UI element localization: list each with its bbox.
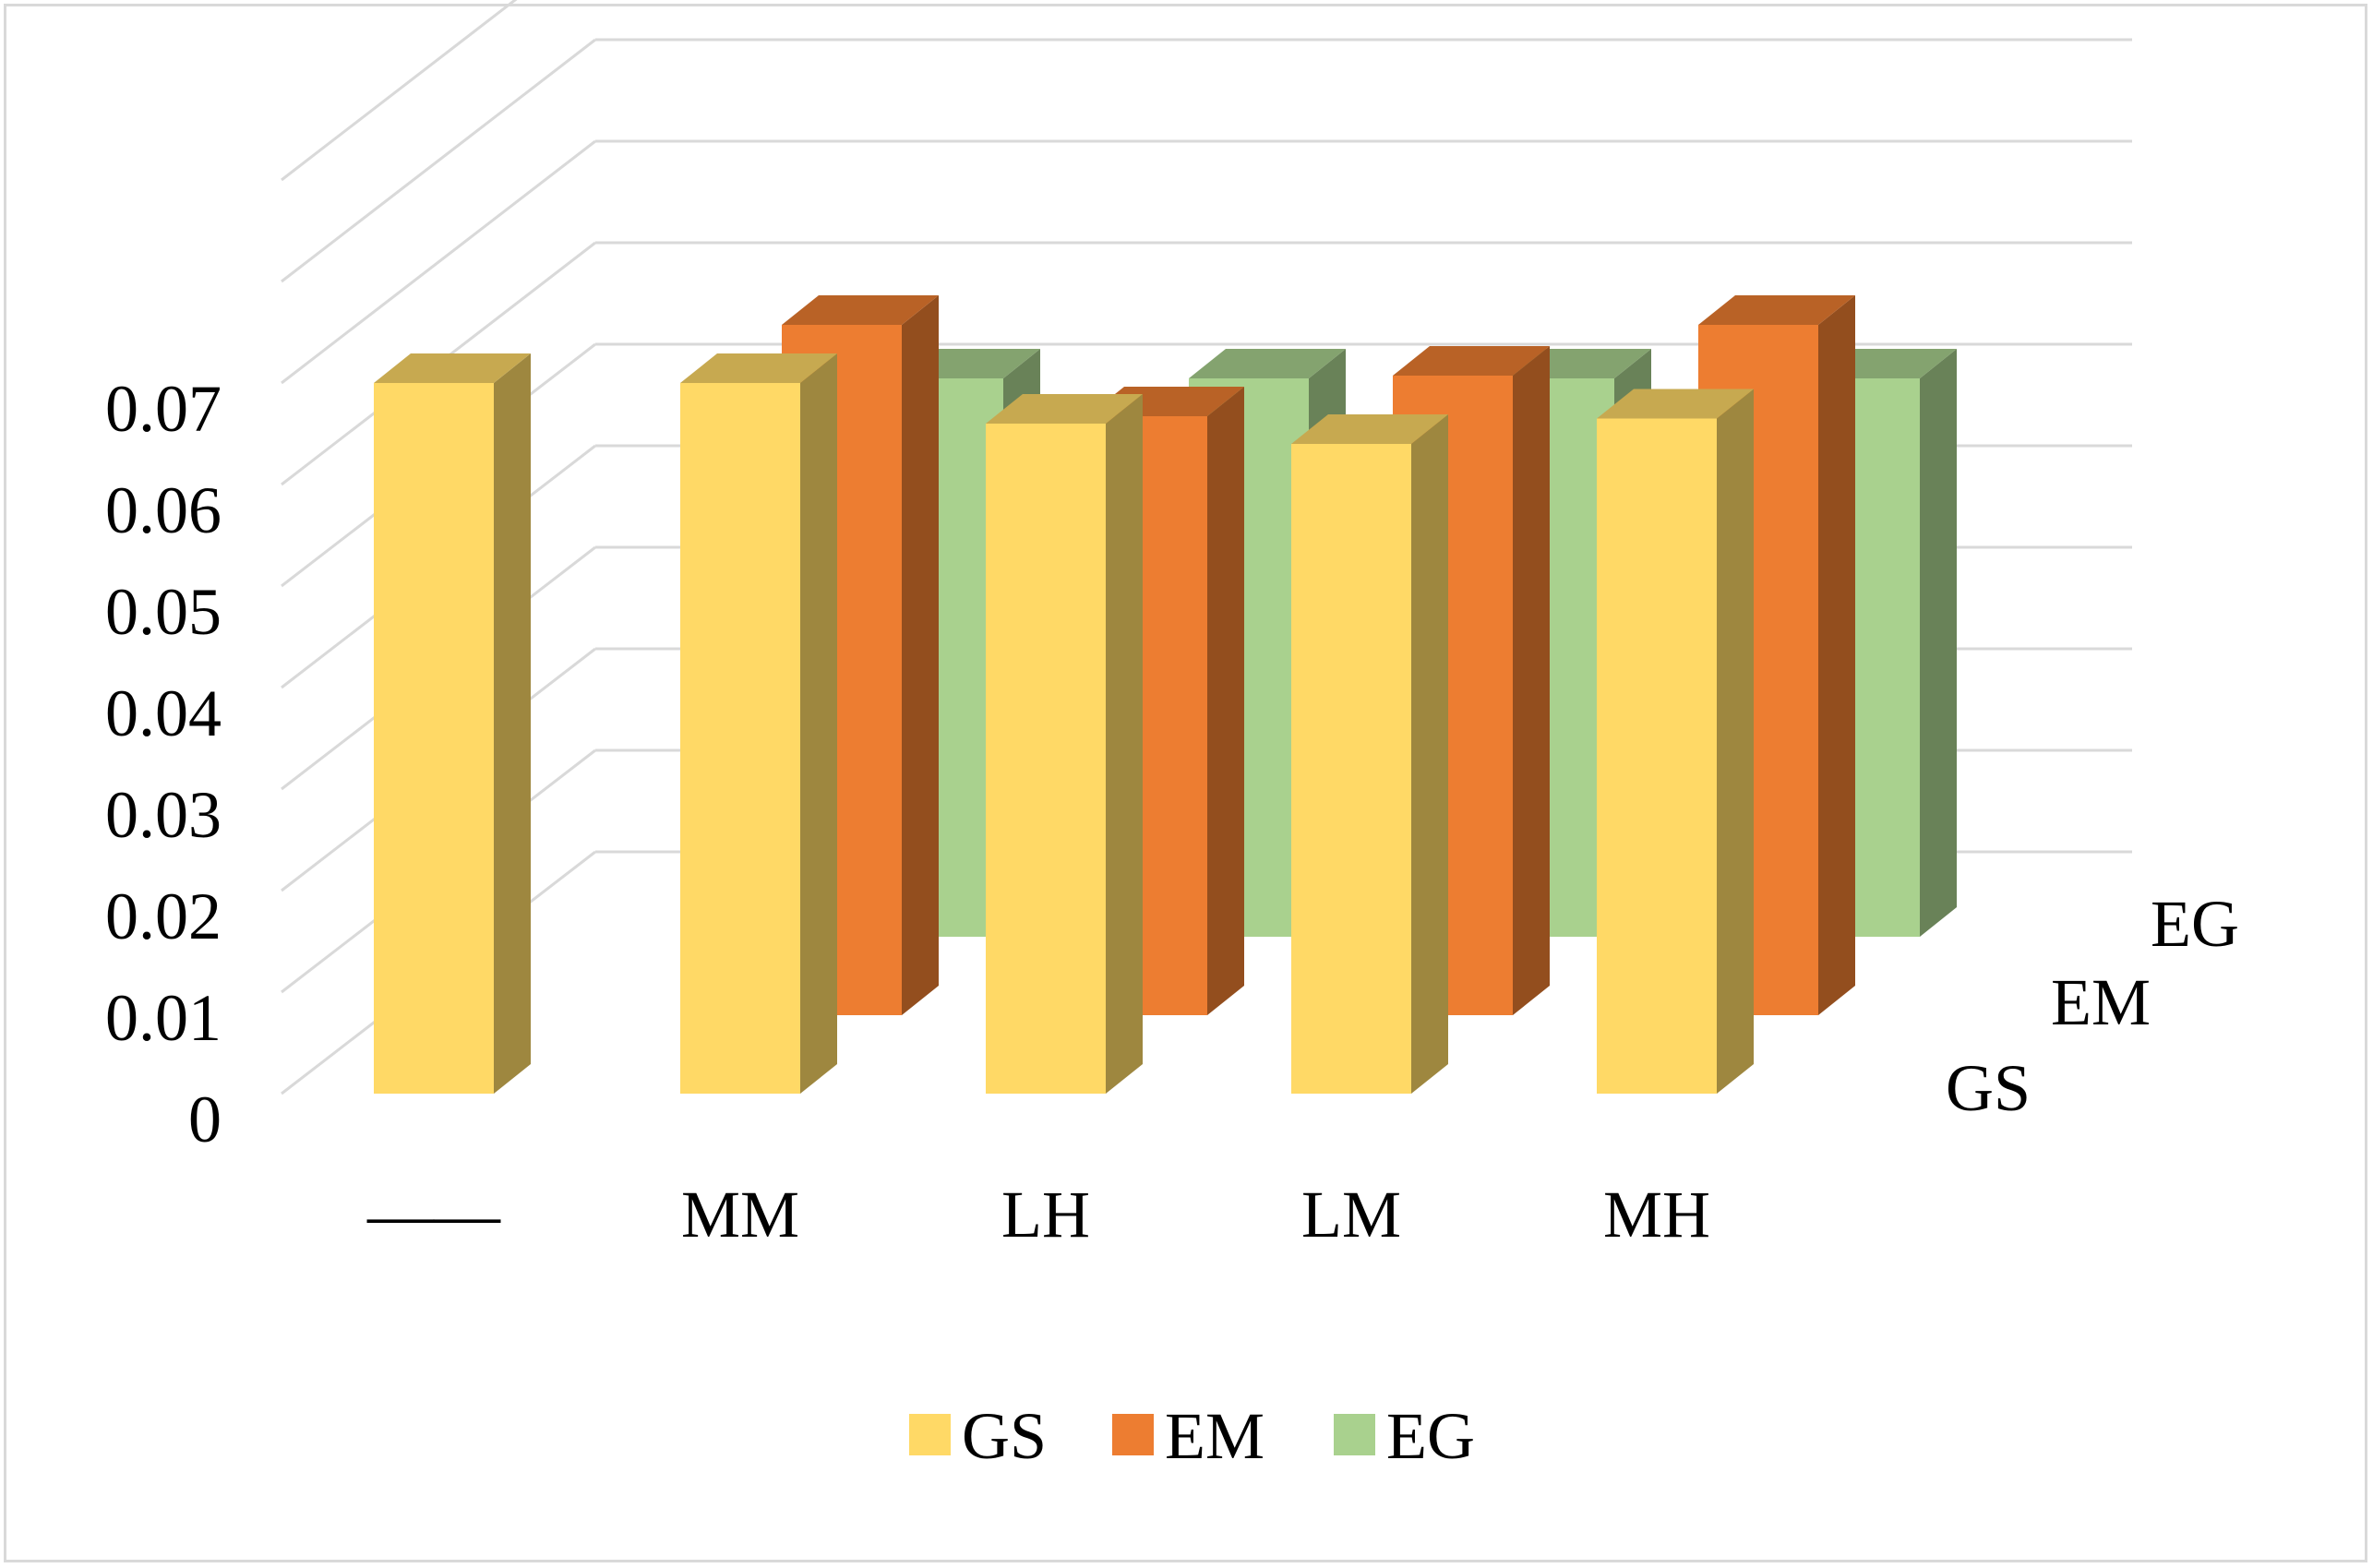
legend-label-gs: GS (962, 1399, 1047, 1473)
bar-side (1106, 394, 1143, 1094)
category-label: MH (1603, 1178, 1710, 1251)
bar-front (680, 383, 800, 1094)
gridline-diagonal (281, 0, 518, 182)
bar-gs-4 (1597, 389, 1754, 1094)
gridline-diagonal (281, 38, 596, 283)
bar-side (1920, 349, 1957, 937)
depth-label-em: EM (2051, 965, 2151, 1039)
bar-top (680, 353, 837, 383)
bar-top (1597, 389, 1754, 419)
bar-top (374, 353, 531, 383)
bar-gs-3 (1291, 414, 1448, 1094)
bar-gs-1 (680, 353, 837, 1094)
legend-swatch-eg (1334, 1414, 1375, 1455)
category-label: MM (681, 1178, 799, 1251)
bar-side (1207, 387, 1244, 1015)
y-tick-label: 0.03 (105, 778, 222, 852)
bar-side (1411, 414, 1448, 1094)
y-tick-label: 0 (188, 1083, 222, 1156)
category-label: LM (1301, 1178, 1401, 1251)
depth-label-eg: EG (2151, 887, 2239, 961)
y-tick-label: 0.01 (105, 981, 222, 1055)
legend: GS EM EG (909, 1399, 1475, 1473)
bar-top (1291, 414, 1448, 444)
bar-front (1597, 418, 1717, 1094)
x-axis-categories: —— MM LH LM MH (366, 1178, 1710, 1251)
bar-front (374, 383, 494, 1094)
depth-label-gs: GS (1946, 1051, 2031, 1125)
bars (374, 295, 1957, 1094)
legend-swatch-gs (909, 1414, 951, 1455)
legend-label-em: EM (1165, 1399, 1264, 1473)
bar-top (1698, 295, 1855, 325)
y-tick-label: 0.04 (105, 676, 222, 750)
bar-front (1291, 444, 1411, 1094)
category-label: —— (366, 1178, 501, 1251)
y-tick-label: 0.06 (105, 473, 222, 547)
gridline-diagonal (281, 139, 596, 385)
bar-top (1393, 346, 1550, 376)
bar-side (1818, 295, 1855, 1015)
y-tick-label: 0.07 (105, 372, 222, 446)
y-axis-ticks: 0 0.01 0.02 0.03 0.04 0.05 0.06 0.07 (105, 372, 222, 1156)
legend-swatch-em (1112, 1414, 1154, 1455)
bar-side (494, 353, 531, 1094)
category-label: LH (1001, 1178, 1090, 1251)
bar-side (1717, 389, 1754, 1094)
legend-label-eg: EG (1386, 1399, 1475, 1473)
bar-side (1513, 346, 1550, 1015)
bar-top (782, 295, 939, 325)
depth-axis-labels: GS EM EG (1946, 887, 2239, 1125)
bar-gs-0 (374, 353, 531, 1094)
bar-gs-2 (986, 394, 1143, 1094)
bar-top (1189, 349, 1346, 378)
bar-front (986, 424, 1106, 1094)
y-tick-label: 0.02 (105, 880, 222, 953)
y-tick-label: 0.05 (105, 575, 222, 649)
bar-top (986, 394, 1143, 424)
bar-side (800, 353, 837, 1094)
bar-side (902, 295, 939, 1015)
